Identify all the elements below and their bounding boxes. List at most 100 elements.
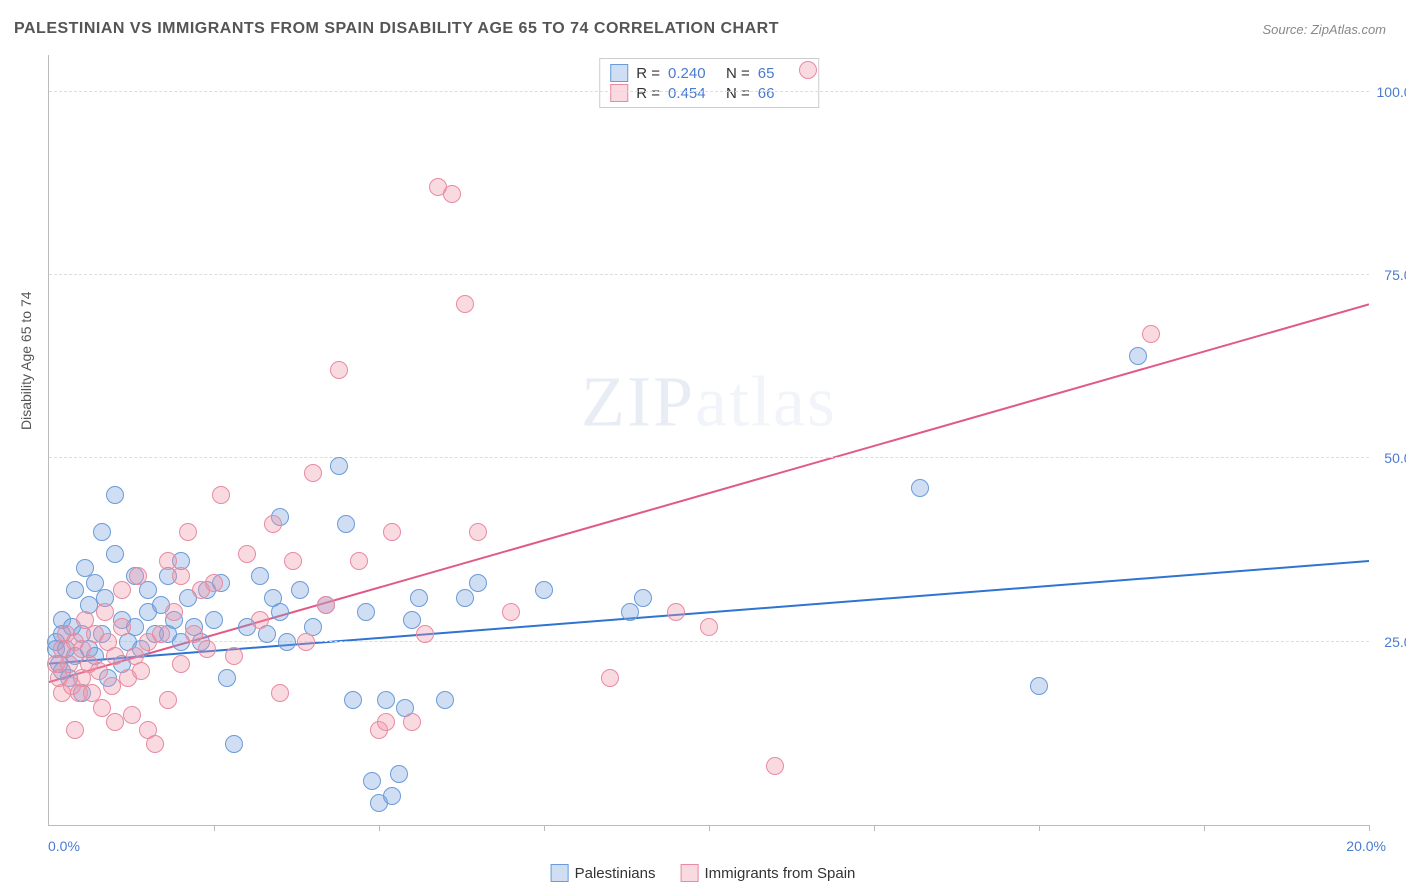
point-series-2 (132, 662, 150, 680)
point-series-1 (456, 589, 474, 607)
point-series-2 (93, 699, 111, 717)
point-series-1 (337, 515, 355, 533)
y-tick-label: 25.0% (1384, 634, 1406, 650)
point-series-2 (179, 523, 197, 541)
point-series-1 (344, 691, 362, 709)
point-series-2 (113, 581, 131, 599)
point-series-2 (799, 61, 817, 79)
point-series-1 (218, 669, 236, 687)
y-tick-label: 75.0% (1384, 267, 1406, 283)
point-series-2 (146, 735, 164, 753)
point-series-2 (60, 655, 78, 673)
legend-item-1: Palestinians (551, 864, 656, 882)
point-series-2 (66, 721, 84, 739)
point-series-2 (172, 567, 190, 585)
point-series-2 (205, 574, 223, 592)
point-series-2 (123, 706, 141, 724)
point-series-1 (403, 611, 421, 629)
point-series-1 (106, 486, 124, 504)
point-series-1 (66, 581, 84, 599)
bottom-legend: Palestinians Immigrants from Spain (551, 864, 856, 882)
point-series-1 (1030, 677, 1048, 695)
point-series-1 (93, 523, 111, 541)
legend-label-2: Immigrants from Spain (705, 865, 856, 882)
point-series-2 (198, 640, 216, 658)
x-origin-label: 0.0% (48, 838, 80, 854)
legend-swatch-1 (551, 864, 569, 882)
point-series-2 (667, 603, 685, 621)
grid-line (49, 457, 1369, 458)
x-tick (709, 825, 710, 831)
point-series-1 (225, 735, 243, 753)
point-series-1 (377, 691, 395, 709)
point-series-1 (291, 581, 309, 599)
point-series-2 (225, 647, 243, 665)
y-tick-label: 50.0% (1384, 450, 1406, 466)
point-series-2 (284, 552, 302, 570)
point-series-2 (159, 691, 177, 709)
point-series-1 (271, 603, 289, 621)
point-series-2 (106, 647, 124, 665)
legend-item-2: Immigrants from Spain (681, 864, 856, 882)
point-series-2 (297, 633, 315, 651)
trend-line-1 (49, 561, 1369, 664)
r-value-2: 0.454 (668, 85, 718, 102)
legend-swatch-2 (681, 864, 699, 882)
grid-line (49, 641, 1369, 642)
point-series-2 (601, 669, 619, 687)
watermark: ZIPatlas (581, 360, 837, 443)
r-value-1: 0.240 (668, 65, 718, 82)
point-series-2 (403, 713, 421, 731)
point-series-2 (271, 684, 289, 702)
point-series-2 (264, 515, 282, 533)
point-series-2 (700, 618, 718, 636)
point-series-1 (139, 581, 157, 599)
point-series-2 (330, 361, 348, 379)
point-series-2 (172, 655, 190, 673)
y-tick-label: 100.0% (1377, 84, 1406, 100)
r-label: R = (636, 85, 660, 102)
trend-lines-svg (49, 55, 1369, 825)
swatch-series-1 (610, 64, 628, 82)
point-series-2 (1142, 325, 1160, 343)
point-series-2 (212, 486, 230, 504)
stats-row-2: R = 0.454 N = 66 (610, 83, 808, 103)
x-tick (544, 825, 545, 831)
swatch-series-2 (610, 84, 628, 102)
point-series-2 (443, 185, 461, 203)
point-series-2 (469, 523, 487, 541)
legend-label-1: Palestinians (575, 865, 656, 882)
grid-line (49, 91, 1369, 92)
point-series-1 (535, 581, 553, 599)
point-series-1 (383, 787, 401, 805)
y-axis-label: Disability Age 65 to 74 (18, 291, 34, 430)
point-series-2 (90, 662, 108, 680)
point-series-1 (634, 589, 652, 607)
chart-title: PALESTINIAN VS IMMIGRANTS FROM SPAIN DIS… (14, 20, 779, 38)
point-series-2 (103, 677, 121, 695)
point-series-2 (766, 757, 784, 775)
source-attribution: Source: ZipAtlas.com (1262, 22, 1386, 37)
point-series-2 (238, 545, 256, 563)
point-series-2 (159, 552, 177, 570)
n-label: N = (726, 65, 750, 82)
x-tick (214, 825, 215, 831)
point-series-2 (185, 625, 203, 643)
n-value-2: 66 (758, 85, 808, 102)
n-label: N = (726, 85, 750, 102)
point-series-1 (1129, 347, 1147, 365)
x-end-label: 20.0% (1346, 838, 1386, 854)
point-series-1 (390, 765, 408, 783)
point-series-1 (363, 772, 381, 790)
x-tick (379, 825, 380, 831)
point-series-2 (113, 618, 131, 636)
x-tick (1039, 825, 1040, 831)
point-series-1 (205, 611, 223, 629)
x-tick (1204, 825, 1205, 831)
point-series-2 (165, 603, 183, 621)
point-series-2 (304, 464, 322, 482)
point-series-2 (317, 596, 335, 614)
point-series-2 (350, 552, 368, 570)
point-series-2 (129, 567, 147, 585)
point-series-2 (152, 625, 170, 643)
